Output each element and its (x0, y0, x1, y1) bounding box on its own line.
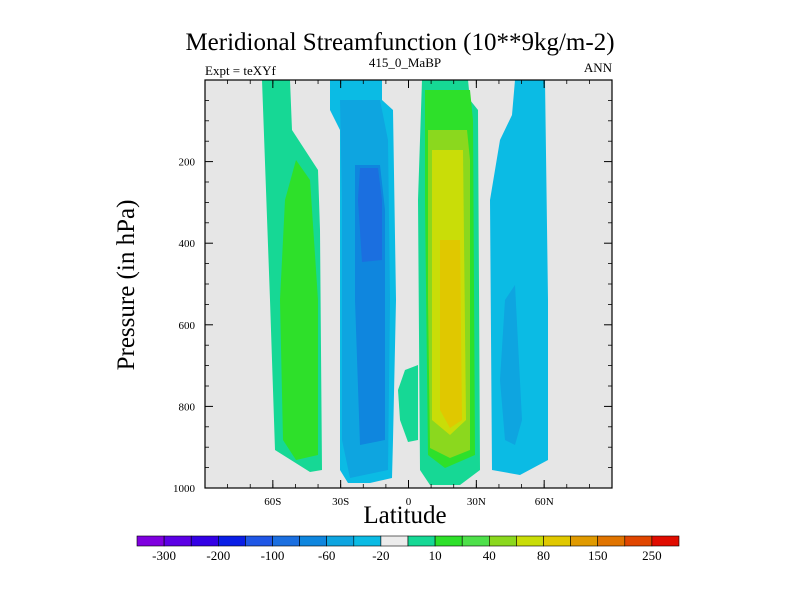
colorbar-label: 80 (537, 548, 550, 563)
period-label: 415_0_MaBP (368, 55, 442, 70)
equatorial-spur (398, 365, 418, 442)
y-tick-label: 400 (179, 238, 196, 250)
x-tick-label: 30N (467, 496, 486, 508)
colorbar-swatch (299, 535, 328, 547)
colorbar-swatch (488, 535, 517, 547)
y-tick-label: 1000 (173, 483, 196, 495)
colorbar-swatch (218, 535, 246, 547)
colorbar-swatch (380, 535, 409, 547)
colorbar-swatch (190, 535, 219, 547)
colorbar-swatch (326, 535, 355, 547)
neg-north-60 (500, 285, 522, 445)
chart-title: Meridional Streamfunction (10**9kg/m-2) (185, 29, 615, 56)
x-tick-label: 60S (264, 496, 281, 508)
axes: 60S 30S 0 30N 60N 200 400 600 800 1000 (173, 79, 613, 508)
colorbar-swatch (651, 535, 680, 547)
y-tick-label: 200 (179, 157, 196, 169)
colorbar: -300 -200 -100 -60 -20 10 40 80 150 250 (136, 535, 680, 563)
colorbar-swatch (516, 535, 544, 547)
y-tick-label: 600 (179, 320, 196, 332)
colorbar-label: 40 (483, 548, 496, 563)
colorbar-label: -20 (372, 548, 389, 563)
colorbar-swatch (434, 535, 463, 547)
colorbar-label: -200 (206, 548, 230, 563)
colorbar-swatch (624, 535, 653, 547)
experiment-label: Expt = teXYf (205, 63, 276, 78)
x-axis-label: Latitude (363, 502, 447, 529)
colorbar-swatch (407, 535, 436, 547)
colorbar-label: 150 (588, 548, 608, 563)
south-cell-40 (280, 160, 318, 460)
y-tick-label: 800 (179, 401, 196, 413)
colorbar-swatch (597, 535, 626, 547)
colorbar-swatch (461, 535, 490, 547)
x-tick-label: 60N (535, 496, 554, 508)
north-cell-150 (440, 240, 462, 428)
colorbar-swatch (543, 535, 571, 547)
colorbar-swatch (163, 535, 192, 547)
colorbar-label: -60 (318, 548, 335, 563)
colorbar-label: -100 (261, 548, 285, 563)
colorbar-swatch (272, 535, 300, 547)
neg-south-core (358, 168, 382, 262)
colorbar-label: -300 (152, 548, 176, 563)
colorbar-label: 250 (642, 548, 662, 563)
colorbar-swatch (245, 535, 273, 547)
plot-area (205, 80, 612, 488)
colorbar-swatch (570, 535, 598, 547)
colorbar-swatch (136, 535, 165, 547)
x-tick-label: 30S (332, 496, 349, 508)
x-tick-label: 0 (406, 496, 412, 508)
colorbar-swatch (353, 535, 382, 547)
colorbar-label: 10 (429, 548, 442, 563)
season-label: ANN (583, 60, 612, 75)
